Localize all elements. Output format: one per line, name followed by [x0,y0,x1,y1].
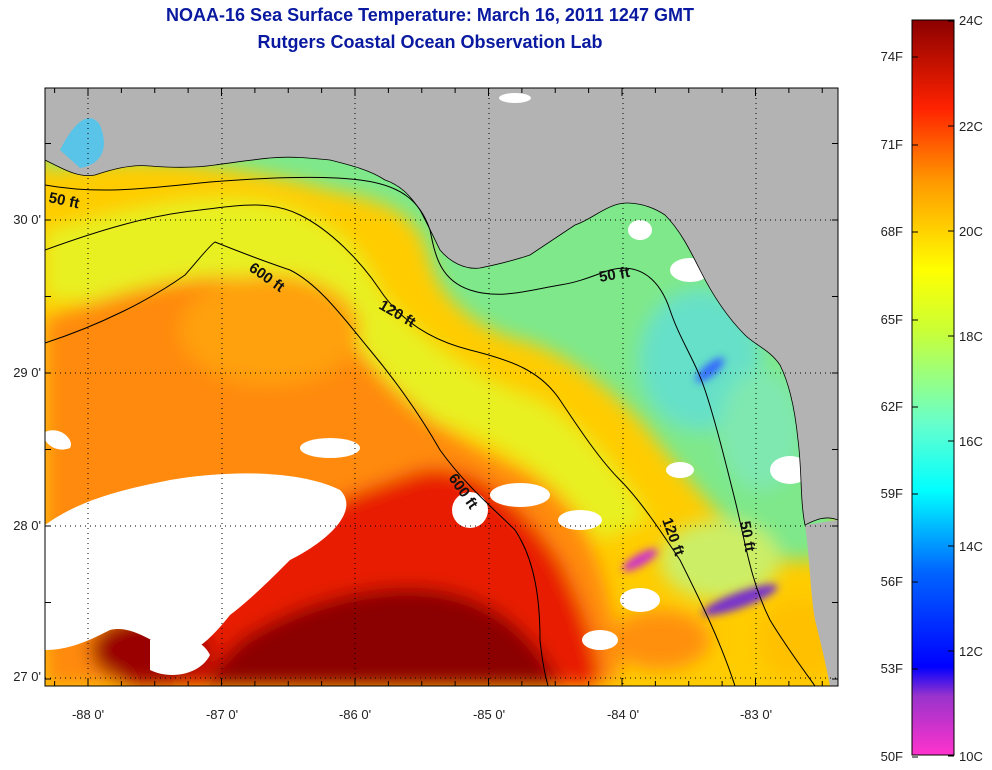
colorbar: 74F 71F 68F 65F 62F 59F 56F 53F 50F 24C … [881,13,983,764]
frame-ticks [45,88,838,686]
lat-label-28: 28 0' [13,518,41,533]
isobath-50ft [45,176,816,686]
land [45,88,838,526]
isobath-600ft [45,241,549,686]
cb-label-68f: 68F [881,224,903,239]
contour-label-50ft-south: 50 ft [736,520,758,553]
cb-label-20c: 20C [959,224,983,239]
sst-map [45,88,838,686]
colorbar-gradient [911,19,955,756]
cb-label-18c: 18C [959,329,983,344]
lon-label-85: -85 0' [473,707,505,722]
cb-label-53f: 53F [881,661,903,676]
contour-label-50ft-west: 50 ft [47,189,81,212]
cb-label-10c: 10C [959,749,983,764]
lon-label-88: -88 0' [72,707,104,722]
cb-label-22c: 22C [959,119,983,134]
isobath-120ft [45,204,736,686]
cb-label-62f: 62F [881,399,903,414]
bay-cold-water [60,118,104,168]
cb-label-59f: 59F [881,486,903,501]
cb-label-16c: 16C [959,434,983,449]
land-southeast [805,520,838,686]
isobaths [45,176,816,686]
cb-label-50f: 50F [881,749,903,764]
lon-label-83: -83 0' [740,707,772,722]
lon-label-84: -84 0' [607,707,639,722]
cb-label-14c: 14C [959,539,983,554]
cb-label-65f: 65F [881,312,903,327]
cb-label-71f: 71F [881,137,903,152]
inland-cloud [499,93,531,103]
map-frame [44,87,839,687]
cb-label-12c: 12C [959,644,983,659]
graticule [45,88,838,686]
contour-label-50ft-bigbend: 50 ft [598,264,631,286]
cb-label-24c: 24C [959,13,983,28]
map-subtitle: Rutgers Coastal Ocean Observation Lab [257,32,603,52]
cb-label-56f: 56F [881,574,903,589]
cb-label-74f: 74F [881,49,903,64]
lon-label-87: -87 0' [206,707,238,722]
lon-label-86: -86 0' [339,707,371,722]
lat-label-27: 27 0' [13,669,41,684]
lat-label-29: 29 0' [13,365,41,380]
map-title: NOAA-16 Sea Surface Temperature: March 1… [166,5,694,25]
cloud-mask [45,220,810,675]
lat-label-30: 30 0' [13,212,41,227]
